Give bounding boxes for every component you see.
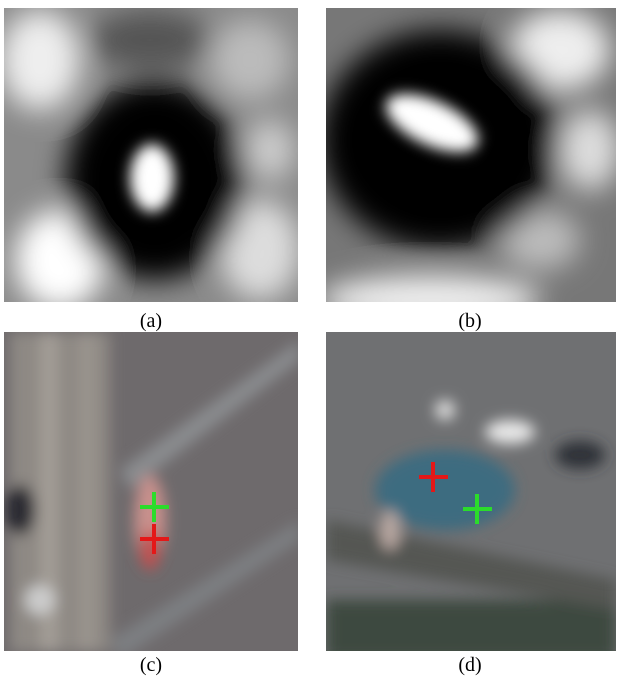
caption: (c): [140, 654, 162, 676]
caption: (b): [458, 310, 481, 332]
panel-b: [326, 8, 616, 302]
caption: (a): [140, 310, 162, 332]
caption: (d): [458, 654, 481, 676]
panel-a: [4, 8, 298, 302]
panel-d: [326, 332, 616, 651]
panel-c: [4, 332, 298, 651]
